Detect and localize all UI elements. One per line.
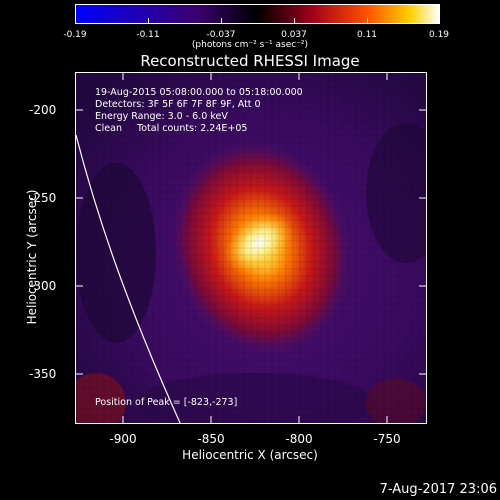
x-tick-label: -850 — [197, 432, 225, 446]
image-title: Reconstructed RHESSI Image — [140, 52, 360, 70]
colorbar-tick-label: 0.19 — [428, 30, 450, 40]
x-tick-label: -750 — [373, 432, 401, 446]
time-range: 19-Aug-2015 05:08:00.000 to 05:18:00.000 — [95, 87, 303, 98]
energy-range: Energy Range: 3.0 - 6.0 keV — [95, 111, 228, 122]
date-stamp: 7-Aug-2017 23:06 — [379, 482, 497, 497]
peak-position: Position of Peak = [-823,-273] — [95, 397, 238, 408]
y-tick-label: -200 — [29, 103, 57, 117]
y-axis-label: Heliocentric Y (arcsec) — [25, 189, 39, 325]
detectors-info: Detectors: 3F 5F 6F 7F 8F 9F, Att 0 — [95, 99, 261, 110]
colorbar — [75, 4, 440, 24]
x-tick-label: -800 — [285, 432, 313, 446]
colorbar-tick-label: -0.037 — [206, 30, 236, 40]
colorbar-tick-label: -0.11 — [136, 30, 160, 40]
x-axis-label: Heliocentric X (arcsec) — [182, 448, 318, 462]
colorbar-units: (photons cm⁻² s⁻¹ asec⁻²) — [191, 40, 309, 50]
colorbar-tick-label: -0.19 — [63, 30, 87, 40]
rhessi-image: 19-Aug-2015 05:08:00.000 to 05:18:00.000… — [75, 72, 427, 424]
x-tick-label: -900 — [109, 432, 137, 446]
colorbar-tick-label: 0.11 — [356, 30, 378, 40]
y-tick-label: -250 — [29, 191, 57, 205]
rhessi-image-canvas — [76, 73, 426, 423]
y-tick-label: -350 — [29, 367, 57, 381]
y-tick-label: -300 — [29, 279, 57, 293]
clean-counts: Clean Total counts: 2.24E+05 — [95, 123, 248, 134]
colorbar-tick-label: 0.037 — [281, 30, 307, 40]
